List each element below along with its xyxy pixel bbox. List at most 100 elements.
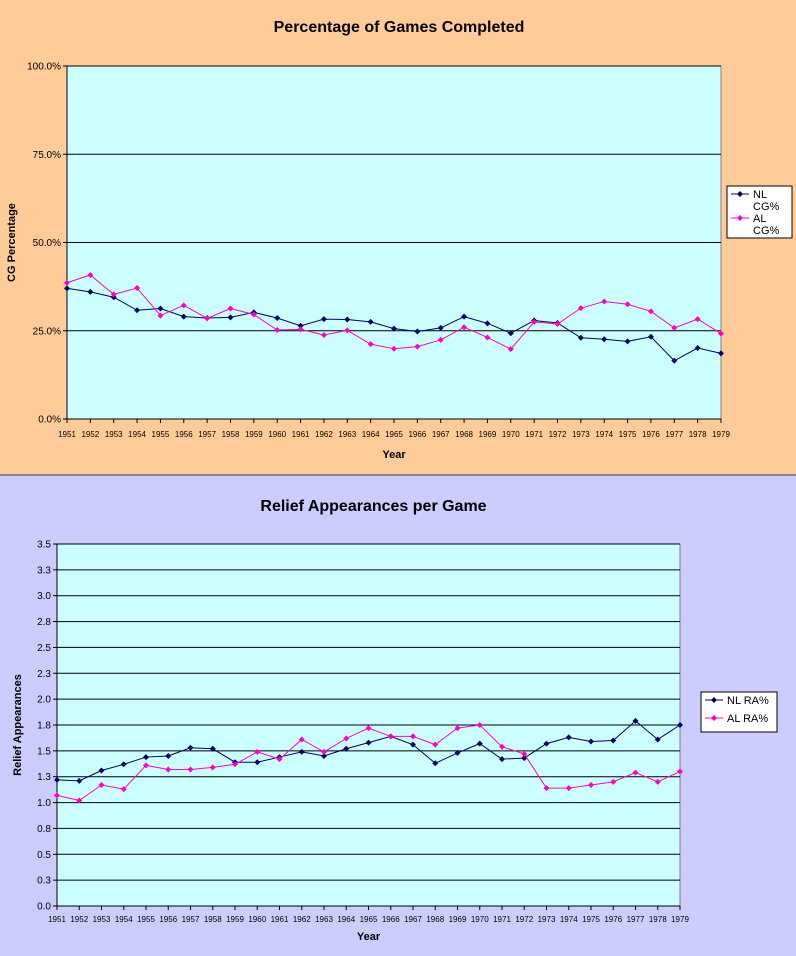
ra-legend-label-nl-ra-: NL RA% [727, 695, 769, 707]
ra-data-point-al-ra- [76, 797, 83, 804]
cg-data-point-nl-cg- [694, 345, 701, 352]
ra-x-tick-label: 1973 [538, 915, 556, 924]
cg-legend-label-nl-cg-: NL [753, 189, 767, 201]
cg-data-point-al-cg- [64, 279, 70, 286]
ra-data-point-nl-ra- [632, 717, 639, 724]
cg-data-point-nl-cg- [344, 316, 351, 323]
cg-x-tick-label: 1960 [268, 430, 286, 439]
ra-data-point-nl-ra- [588, 738, 594, 745]
cg-data-point-nl-cg- [157, 305, 164, 312]
cg-data-point-al-cg- [344, 327, 351, 334]
cg-y-tick-label: 50.0% [33, 238, 61, 249]
cg-data-point-nl-cg- [367, 318, 374, 325]
cg-data-point-nl-cg- [437, 324, 444, 331]
ra-data-point-nl-ra- [120, 761, 127, 768]
ra-data-point-al-ra- [209, 764, 216, 771]
ra-y-axis-title: Relief Appearances [12, 674, 24, 776]
cg-data-point-al-cg- [391, 345, 397, 352]
ra-y-tick-label: 1.3 [37, 772, 51, 783]
ra-data-point-al-ra- [610, 778, 617, 785]
cg-data-point-al-cg- [647, 308, 654, 315]
cg-data-point-al-cg- [297, 326, 304, 333]
ra-y-tick-label: 3.5 [37, 540, 51, 551]
cg-data-point-al-cg- [577, 305, 584, 312]
cg-data-point-al-cg- [484, 334, 491, 341]
ra-data-point-al-ra- [499, 743, 505, 750]
cg-data-point-al-cg- [414, 343, 421, 350]
cg-x-tick-label: 1979 [712, 430, 730, 439]
ra-chart-panel: Relief Appearances per Game 0.0 0.3 0.5 0.8 1… [0, 476, 796, 956]
ra-x-axis-title: Year [357, 931, 381, 943]
ra-y-tick-label: 2.3 [37, 669, 51, 680]
cg-data-point-nl-cg- [507, 330, 514, 337]
ra-data-point-al-ra- [432, 741, 439, 748]
cg-data-point-al-cg- [671, 324, 678, 331]
ra-data-point-nl-ra- [321, 753, 327, 760]
ra-y-tick-label: 2.8 [37, 617, 51, 628]
ra-x-tick-label: 1970 [471, 915, 489, 924]
cg-x-tick-label: 1978 [689, 430, 707, 439]
cg-x-tick-label: 1952 [81, 430, 99, 439]
cg-x-tick-label: 1966 [408, 430, 426, 439]
cg-data-point-al-cg- [227, 305, 234, 312]
cg-x-tick-label: 1968 [455, 430, 473, 439]
ra-data-point-nl-ra- [432, 760, 439, 767]
cg-data-point-al-cg- [134, 285, 141, 292]
ra-x-tick-label: 1953 [93, 915, 111, 924]
cg-data-point-nl-cg- [601, 336, 608, 343]
cg-legend-label-al-cg-: CG% [753, 225, 780, 237]
ra-x-tick-label: 1965 [360, 915, 378, 924]
ra-data-point-al-ra- [232, 761, 238, 768]
cg-x-tick-label: 1957 [198, 430, 216, 439]
ra-data-point-nl-ra- [98, 767, 105, 774]
cg-data-point-al-cg- [367, 341, 374, 348]
cg-data-point-nl-cg- [624, 338, 631, 345]
ra-data-point-al-ra- [143, 762, 149, 769]
ra-x-tick-label: 1963 [315, 915, 333, 924]
cg-x-tick-label: 1962 [315, 430, 333, 439]
cg-data-point-nl-cg- [64, 285, 70, 292]
cg-legend-label-nl-cg-: CG% [753, 201, 780, 213]
ra-data-point-nl-ra- [254, 759, 261, 766]
cg-x-tick-label: 1973 [572, 430, 590, 439]
cg-x-tick-label: 1956 [175, 430, 193, 439]
ra-data-point-al-ra- [677, 768, 683, 775]
ra-x-tick-label: 1969 [449, 915, 467, 924]
ra-y-tick-label: 0.5 [37, 850, 51, 861]
cg-data-point-al-cg- [110, 291, 117, 298]
ra-data-point-nl-ra- [677, 722, 683, 728]
cg-legend-marker-al-cg- [737, 215, 743, 221]
ra-x-tick-label: 1971 [493, 915, 511, 924]
ra-x-tick-label: 1968 [426, 915, 444, 924]
cg-data-point-nl-cg- [461, 313, 468, 320]
cg-data-point-nl-cg- [484, 320, 491, 327]
ra-data-point-al-ra- [321, 748, 327, 755]
cg-x-tick-label: 1958 [222, 430, 240, 439]
ra-x-tick-label: 1975 [582, 915, 600, 924]
cg-data-point-al-cg- [157, 312, 164, 319]
ra-x-tick-label: 1978 [649, 915, 667, 924]
cg-chart-title: Percentage of Games Completed [274, 19, 525, 36]
cg-data-point-al-cg- [624, 301, 631, 308]
cg-data-point-nl-cg- [180, 313, 187, 320]
ra-data-point-al-ra- [298, 736, 305, 743]
cg-data-point-nl-cg- [274, 315, 281, 322]
ra-x-tick-label: 1951 [48, 915, 66, 924]
ra-data-point-al-ra- [120, 786, 127, 793]
cg-x-tick-label: 1963 [338, 430, 356, 439]
ra-data-point-nl-ra- [54, 776, 60, 783]
cg-x-tick-label: 1954 [128, 430, 146, 439]
cg-data-point-nl-cg- [718, 350, 724, 357]
cg-x-tick-label: 1965 [385, 430, 403, 439]
ra-y-tick-label: 2.5 [37, 643, 51, 654]
cg-data-point-nl-cg- [297, 322, 304, 329]
cg-x-tick-label: 1975 [619, 430, 637, 439]
cg-data-point-al-cg- [87, 271, 94, 278]
ra-data-point-al-ra- [410, 733, 416, 740]
ra-data-point-al-ra- [543, 785, 550, 792]
cg-y-tick-label: 100.0% [27, 62, 61, 73]
ra-x-tick-label: 1954 [115, 915, 133, 924]
ra-legend-marker-al-ra- [711, 715, 717, 721]
ra-data-point-al-ra- [187, 766, 194, 773]
ra-legend [700, 691, 778, 733]
